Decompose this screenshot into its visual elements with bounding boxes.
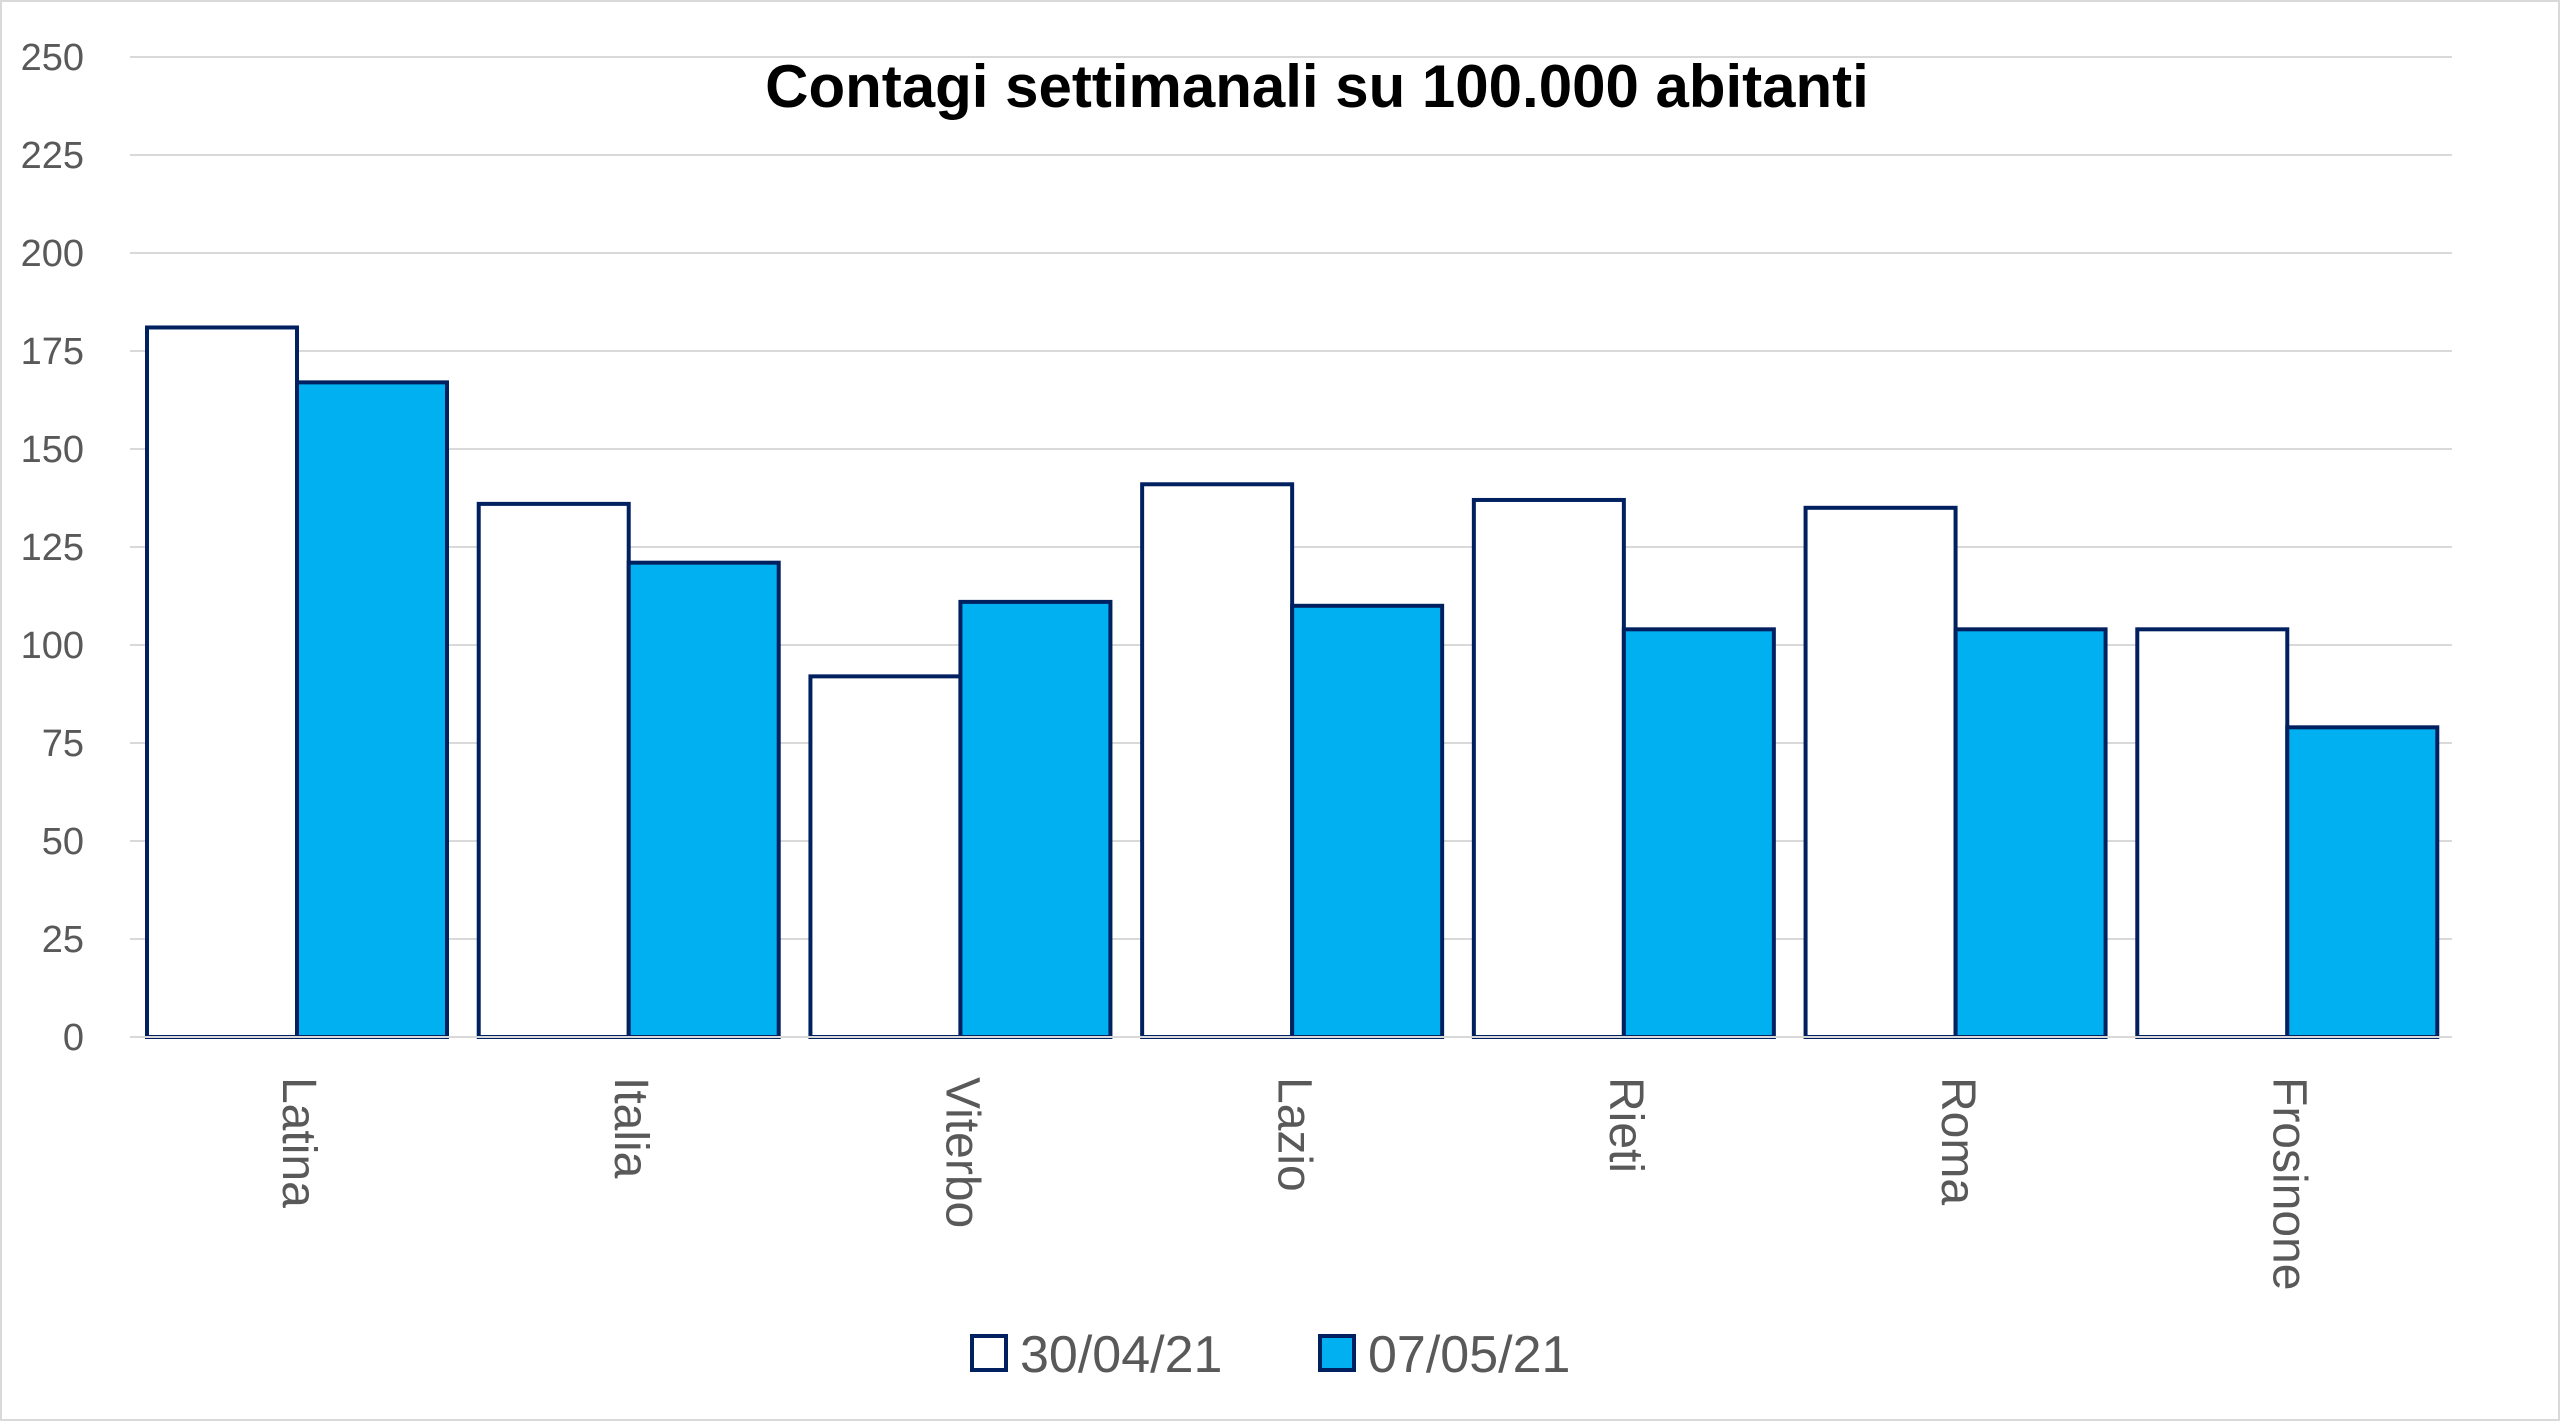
x-tick-label-roma: Roma [1931, 1077, 1984, 1205]
y-tick-label: 200 [21, 233, 84, 275]
bar-30-04-21-roma [1803, 505, 1958, 1039]
bar-30-04-21-rieti [1471, 497, 1626, 1039]
x-tick-label-italia: Italia [604, 1077, 657, 1179]
x-tick-label-frosinone: Frosinone [2262, 1077, 2315, 1290]
y-tick-label: 25 [42, 919, 84, 961]
bar-30-04-21-lazio [1140, 482, 1295, 1039]
bars [145, 325, 2440, 1040]
bar-30-04-21-frosinone [2135, 627, 2290, 1039]
bar-07-05-21-frosinone [2285, 725, 2440, 1039]
y-tick-label: 50 [42, 821, 84, 863]
bar-30-04-21-italia [476, 501, 631, 1039]
y-tick-label: 175 [21, 331, 84, 373]
x-axis-tick-labels: Latina Italia Viterbo Lazio Rieti Roma Frosino… [272, 1077, 2315, 1290]
bar-07-05-21-italia [626, 560, 781, 1039]
bar-07-05-21-roma [1953, 627, 2108, 1039]
y-tick-label: 125 [21, 527, 84, 569]
bar-30-04-21-latina [145, 325, 299, 1040]
chart-title: Contagi settimanali su 100.000 abitanti [765, 53, 1869, 120]
legend: 30/04/21 07/05/21 [970, 1326, 1570, 1384]
y-tick-label: 150 [21, 429, 84, 471]
x-tick-label-lazio: Lazio [1267, 1077, 1320, 1192]
legend-swatch [1318, 1334, 1356, 1372]
bar-07-05-21-viterbo [958, 599, 1113, 1039]
x-tick-label-latina: Latina [272, 1077, 325, 1208]
x-tick-label-rieti: Rieti [1599, 1077, 1652, 1173]
legend-label: 30/04/21 [1020, 1326, 1222, 1384]
bar-07-05-21-latina [295, 380, 449, 1039]
bar-07-05-21-lazio [1290, 603, 1445, 1039]
y-tick-label: 225 [21, 135, 84, 177]
legend-swatch [970, 1334, 1008, 1372]
x-tick-label-viterbo: Viterbo [936, 1077, 989, 1228]
y-tick-label: 75 [42, 723, 84, 765]
bar-07-05-21-rieti [1621, 627, 1776, 1039]
y-tick-label: 250 [21, 37, 84, 79]
bar-30-04-21-viterbo [808, 674, 963, 1039]
y-tick-label: 100 [21, 625, 84, 667]
y-tick-label: 0 [63, 1017, 84, 1059]
y-axis-tick-labels: 0 25 50 75 100 125 150 175 200 225 250 [21, 37, 84, 1059]
legend-label: 07/05/21 [1368, 1326, 1570, 1384]
